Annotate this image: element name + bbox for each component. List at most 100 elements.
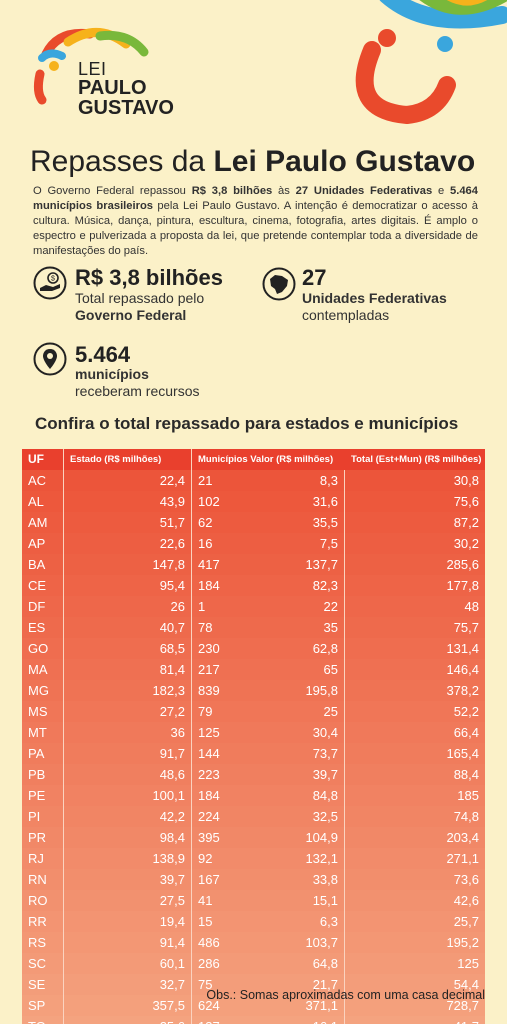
cell-municipios: 167 bbox=[198, 872, 220, 887]
cell-total: 52,2 bbox=[453, 704, 479, 719]
cell-municipios: 486 bbox=[198, 935, 220, 950]
cell-valor: 30,4 bbox=[236, 722, 345, 743]
cell-total: 728,7 bbox=[446, 998, 479, 1013]
table-row: SE 32,7 75 21,7 54,4 bbox=[22, 974, 485, 995]
table-row: GO 68,5 230 62,8 131,4 bbox=[22, 638, 485, 659]
cell-municipios: 230 bbox=[198, 641, 220, 656]
cell-municipios: 79 bbox=[198, 704, 213, 719]
cell-valor: 31,6 bbox=[236, 491, 345, 512]
cell-uf: CE bbox=[22, 575, 64, 596]
cell-valor: 73,7 bbox=[236, 743, 345, 764]
cell-uf: RR bbox=[22, 911, 64, 932]
page-title: Repasses da Lei Paulo Gustavo bbox=[30, 145, 475, 179]
cell-municipios: 62 bbox=[198, 515, 213, 530]
cell-estado: 48,6 bbox=[64, 764, 192, 785]
cell-uf: DF bbox=[22, 596, 64, 617]
cell-uf: PE bbox=[22, 785, 64, 806]
cell-total: 131,4 bbox=[446, 641, 479, 656]
cell-estado: 32,7 bbox=[64, 974, 192, 995]
cell-municipios: 184 bbox=[198, 788, 220, 803]
cell-total: 125 bbox=[457, 956, 479, 971]
cell-valor: 132,1 bbox=[236, 848, 345, 869]
intro-p3: e bbox=[432, 185, 450, 197]
cell-estado: 51,7 bbox=[64, 512, 192, 533]
cell-total: 48 bbox=[464, 599, 479, 614]
cell-estado: 357,5 bbox=[64, 995, 192, 1016]
cell-municipios: 15 bbox=[198, 914, 213, 929]
cell-total: 74,8 bbox=[453, 809, 479, 824]
table-row: PB 48,6 223 39,7 88,4 bbox=[22, 764, 485, 785]
cell-estado: 81,4 bbox=[64, 659, 192, 680]
stat-cities: 5.464 municípios receberam recursos bbox=[33, 340, 263, 402]
cell-estado: 27,2 bbox=[64, 701, 192, 722]
stat-money-sub1: Total repassado pelo bbox=[75, 290, 205, 306]
cell-estado: 19,4 bbox=[64, 911, 192, 932]
logo-text: LEI PAULO GUSTAVO bbox=[78, 60, 174, 118]
cell-municipios: 41 bbox=[198, 893, 213, 908]
intro-p2: às bbox=[272, 185, 296, 197]
cell-uf: AP bbox=[22, 533, 64, 554]
cell-uf: MG bbox=[22, 680, 64, 701]
cell-uf: ES bbox=[22, 617, 64, 638]
cell-municipios: 102 bbox=[198, 494, 220, 509]
cell-municipios: 184 bbox=[198, 578, 220, 593]
cell-uf: SP bbox=[22, 995, 64, 1016]
money-hand-icon: $ bbox=[33, 266, 67, 300]
cell-valor: 32,5 bbox=[236, 806, 345, 827]
intro-b1: R$ 3,8 bilhões bbox=[191, 185, 273, 197]
cell-total: 146,4 bbox=[446, 662, 479, 677]
cell-total: 66,4 bbox=[453, 725, 479, 740]
cell-total: 73,6 bbox=[453, 872, 479, 887]
cell-municipios: 223 bbox=[198, 767, 220, 782]
cell-municipios: 125 bbox=[198, 725, 220, 740]
cell-total: 378,2 bbox=[446, 683, 479, 698]
cell-uf: MS bbox=[22, 701, 64, 722]
cell-uf: BA bbox=[22, 554, 64, 575]
cell-estado: 25,6 bbox=[64, 1016, 192, 1024]
cell-total: 165,4 bbox=[446, 746, 479, 761]
table-row: PI 42,2 224 32,5 74,8 bbox=[22, 806, 485, 827]
table-row: RR 19,4 15 6,3 25,7 bbox=[22, 911, 485, 932]
cell-valor: 62,8 bbox=[236, 638, 345, 659]
cell-total: 195,2 bbox=[446, 935, 479, 950]
cell-total: 87,2 bbox=[453, 515, 479, 530]
cell-total: 25,7 bbox=[453, 914, 479, 929]
table-row: RO 27,5 41 15,1 42,6 bbox=[22, 890, 485, 911]
cell-uf: AM bbox=[22, 512, 64, 533]
stat-states: 27 Unidades Federativas contempladas bbox=[262, 263, 482, 323]
table-row: AC 22,4 21 8,3 30,8 bbox=[22, 470, 485, 491]
header-municipios: Municípios Valor (R$ milhões) bbox=[198, 454, 334, 465]
cell-municipios: 417 bbox=[198, 557, 220, 572]
cell-estado: 40,7 bbox=[64, 617, 192, 638]
cell-municipios: 92 bbox=[198, 851, 213, 866]
intro-b2: 27 Unidades Federativas bbox=[295, 185, 433, 197]
cell-estado: 138,9 bbox=[64, 848, 192, 869]
cell-uf: PA bbox=[22, 743, 64, 764]
cell-municipios: 395 bbox=[198, 830, 220, 845]
cell-municipios: 21 bbox=[198, 473, 213, 488]
cell-estado: 91,7 bbox=[64, 743, 192, 764]
cell-valor: 64,8 bbox=[236, 953, 345, 974]
cell-total: 30,8 bbox=[453, 473, 479, 488]
cell-total: 185 bbox=[457, 788, 479, 803]
table-row: SP 357,5 624 371,1 728,7 bbox=[22, 995, 485, 1016]
cell-valor: 35 bbox=[236, 617, 345, 638]
cell-uf: MA bbox=[22, 659, 64, 680]
cell-valor: 35,5 bbox=[236, 512, 345, 533]
logo-line2: PAULO bbox=[78, 77, 147, 99]
table-row: PE 100,1 184 84,8 185 bbox=[22, 785, 485, 806]
cell-valor: 25 bbox=[236, 701, 345, 722]
table-row: AP 22,6 16 7,5 30,2 bbox=[22, 533, 485, 554]
transfers-table: UF Estado (R$ milhões) Municípios Valor … bbox=[22, 449, 485, 1024]
cell-total: 203,4 bbox=[446, 830, 479, 845]
intro-p4: pela Lei Paulo Gustavo. A intenção é dem… bbox=[33, 200, 478, 257]
table-row: DF 26 1 22 48 bbox=[22, 596, 485, 617]
table-row: AL 43,9 102 31,6 75,6 bbox=[22, 491, 485, 512]
table-row: RS 91,4 486 103,7 195,2 bbox=[22, 932, 485, 953]
cell-uf: GO bbox=[22, 638, 64, 659]
cell-uf: SE bbox=[22, 974, 64, 995]
cell-estado: 27,5 bbox=[64, 890, 192, 911]
cell-valor: 22 bbox=[236, 596, 345, 617]
stat-cities-value: 5.464 bbox=[75, 342, 131, 367]
cell-valor: 137,7 bbox=[236, 554, 345, 575]
